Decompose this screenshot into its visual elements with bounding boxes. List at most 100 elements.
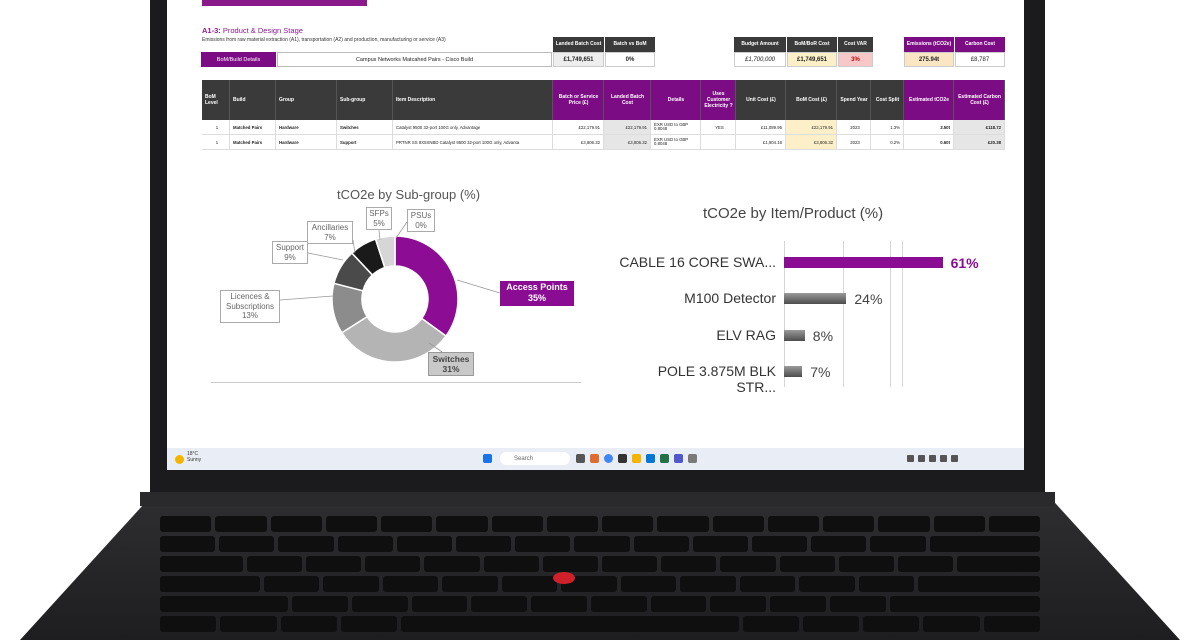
pie-label-support: Support 9% [272, 241, 308, 265]
bar[interactable] [784, 293, 847, 304]
app-icon[interactable] [688, 454, 697, 463]
landed-batch-cost-label: Landed Batch Cost [553, 37, 604, 52]
bar-value-label: 7% [810, 364, 831, 380]
pie-slice[interactable] [374, 235, 396, 269]
column-header[interactable]: BoM Cost (£) [786, 80, 837, 120]
app-icon[interactable] [590, 454, 599, 463]
table-cell[interactable]: 2023 [837, 135, 871, 150]
gridline [902, 241, 903, 387]
pie-slice[interactable] [340, 315, 448, 363]
table-cell[interactable]: £3,806.32 [786, 135, 837, 150]
table-cell[interactable]: £1,904.16 [736, 135, 786, 150]
pie-label-switches: Switches 31% [428, 352, 474, 377]
budget-amount-label: Budget Amount [734, 37, 786, 52]
system-tray[interactable] [907, 455, 1007, 463]
teams-icon[interactable] [674, 454, 683, 463]
column-header[interactable]: Cost Split [871, 80, 904, 120]
table-cell[interactable]: £22,179.91 [604, 120, 651, 135]
table-cell[interactable]: EXR USD to GBP 0.8048 [651, 120, 701, 135]
carbon-cost-label: Carbon Cost [955, 37, 1005, 52]
table-cell[interactable]: 1.3% [871, 120, 904, 135]
bar-value-label: 24% [854, 291, 883, 307]
bom-name-field[interactable]: Campus Networks Matcahed Pairs - Cisco B… [277, 52, 552, 67]
file-explorer-icon[interactable] [632, 454, 641, 463]
table-cell[interactable]: £22,179.91 [786, 120, 837, 135]
accent-bar [202, 0, 367, 6]
table-cell[interactable]: YES [701, 120, 736, 135]
gridline [784, 241, 785, 387]
batch-vs-bom-value: 0% [605, 52, 655, 67]
pie-chart-title: tCO2e by Sub-group (%) [337, 187, 481, 202]
table-cell[interactable]: 1 [202, 135, 230, 150]
column-header[interactable]: Unit Cost (£) [736, 80, 786, 120]
bar[interactable] [784, 366, 803, 377]
stage-title: A1-3: Product & Design Stage [202, 26, 303, 35]
table-cell[interactable]: £118.72 [954, 120, 1005, 135]
batch-vs-bom-label: Batch vs BoM [605, 37, 655, 52]
bar[interactable] [784, 330, 805, 341]
trackpoint[interactable] [553, 572, 575, 584]
bar[interactable] [784, 257, 943, 268]
table-cell[interactable] [701, 135, 736, 150]
column-header[interactable]: Sub-group [337, 80, 393, 120]
landed-batch-cost-value: £1,749,651 [553, 52, 604, 67]
budget-amount-value: £1,700,000 [734, 52, 786, 67]
pie-slice[interactable] [394, 235, 459, 338]
pie-label-ancillaries: Ancillaries 7% [307, 221, 353, 245]
emissions-label: Emissions (tCO2e) [904, 37, 954, 52]
table-cell[interactable]: £22,179.91 [553, 120, 604, 135]
gridline [843, 241, 844, 387]
taskbar-search[interactable]: Search [500, 452, 570, 465]
laptop-screen: A1-3: Product & Design Stage Emissions f… [167, 0, 1024, 470]
table-cell[interactable]: £11,089.95 [736, 120, 786, 135]
column-header[interactable]: Estimated tCO2e [904, 80, 954, 120]
gridline [890, 241, 891, 387]
bom-build-details-button[interactable]: BoM/Build Details [201, 52, 276, 67]
pie-label-sfps: SFPs 5% [366, 207, 392, 231]
edge-icon[interactable] [646, 454, 655, 463]
column-header[interactable]: Batch or Service Price (£) [553, 80, 604, 120]
table-cell[interactable]: 1 [202, 120, 230, 135]
column-header[interactable]: BoM Level [202, 80, 230, 120]
table-cell[interactable]: Hardware [276, 120, 337, 135]
column-header[interactable]: Build [230, 80, 276, 120]
excel-icon[interactable] [660, 454, 669, 463]
cost-var-value: 3% [838, 52, 873, 67]
table-cell[interactable]: PRTNR SS 8X5XNBD Catalyst 9500 32-port 1… [393, 135, 553, 150]
bar-value-label: 8% [812, 328, 834, 344]
table-cell[interactable]: Matched Pairs [230, 120, 276, 135]
column-header[interactable]: Item Description [393, 80, 553, 120]
table-cell[interactable]: Catalyst 9500 32-port 100G only, Advanta… [393, 120, 553, 135]
table-cell[interactable]: 3.50t [904, 120, 954, 135]
table-cell[interactable]: Support [337, 135, 393, 150]
column-header[interactable]: Uses Customer Electricity ? [701, 80, 736, 120]
table-cell[interactable]: £3,806.32 [553, 135, 604, 150]
cost-var-label: Cost VAR [838, 37, 873, 52]
bar-category-label: M100 Detector [684, 290, 776, 306]
chart-divider [211, 382, 581, 383]
table-cell[interactable]: Switches [337, 120, 393, 135]
browser-icon[interactable] [604, 454, 613, 463]
weather-widget[interactable]: 18°C Sunny [187, 451, 202, 463]
table-cell[interactable]: £20.38 [954, 135, 1005, 150]
column-header[interactable]: Details [651, 80, 701, 120]
bar-chart-title: tCO2e by Item/Product (%) [703, 205, 884, 222]
bom-cost-label: BoM/BoR Cost [787, 37, 837, 52]
pie-leader-lines [279, 221, 501, 353]
column-header[interactable]: Spend Year [837, 80, 871, 120]
table-cell[interactable]: 0.2% [871, 135, 904, 150]
keyboard [160, 512, 1041, 632]
app-icon[interactable] [618, 454, 627, 463]
table-cell[interactable]: 0.60t [904, 135, 954, 150]
task-view-icon[interactable] [576, 454, 585, 463]
start-icon[interactable] [483, 454, 492, 463]
table-cell[interactable]: Matched Pairs [230, 135, 276, 150]
column-header[interactable]: Group [276, 80, 337, 120]
column-header[interactable]: Estimated Carbon Cost (£) [954, 80, 1005, 120]
table-cell[interactable]: Hardware [276, 135, 337, 150]
table-cell[interactable]: 2023 [837, 120, 871, 135]
table-cell[interactable]: £3,806.32 [604, 135, 651, 150]
table-cell[interactable]: EXR USD to GBP 0.8048 [651, 135, 701, 150]
carbon-cost-value: £8,787 [955, 52, 1005, 67]
column-header[interactable]: Landed Batch Cost [604, 80, 651, 120]
